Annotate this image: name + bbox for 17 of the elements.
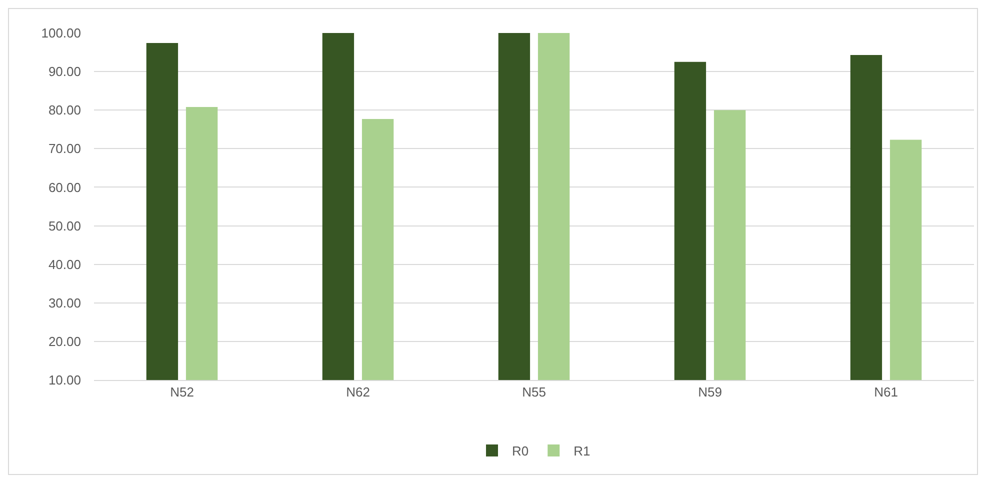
x-tick-label: N52 xyxy=(170,384,194,400)
x-tick-label: N55 xyxy=(522,384,546,400)
y-tick-label: 40.00 xyxy=(48,256,81,272)
x-tick-label: N59 xyxy=(698,384,722,400)
y-tick-label: 60.00 xyxy=(48,180,81,195)
x-tick-label: N61 xyxy=(874,384,898,400)
y-tick-label: 80.00 xyxy=(48,102,81,118)
y-tick-label: 30.00 xyxy=(48,295,81,310)
legend-label: R1 xyxy=(574,444,590,459)
y-tick-label: 70.00 xyxy=(48,141,81,156)
y-tick-label: 50.00 xyxy=(48,218,81,234)
x-tick-label: N62 xyxy=(346,384,370,400)
legend-label: R0 xyxy=(512,444,529,459)
y-tick-label: 10.00 xyxy=(48,372,81,388)
y-tick-label: 100.00 xyxy=(41,26,81,41)
y-tick-label: 90.00 xyxy=(48,64,81,80)
y-tick-label: 20.00 xyxy=(48,334,81,349)
